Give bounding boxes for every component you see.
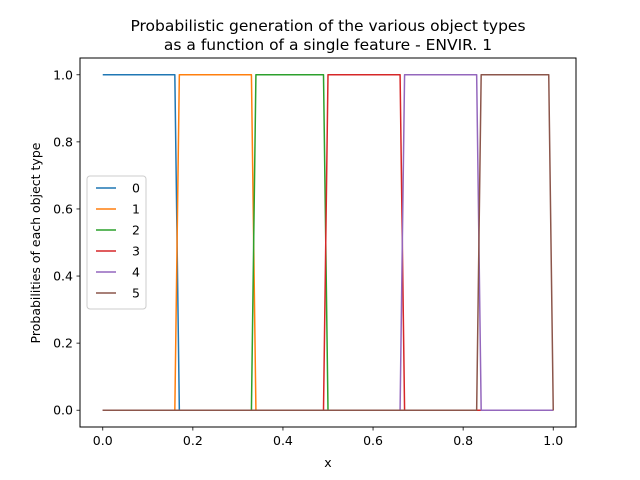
x-tick-label: 0.4 <box>273 433 293 448</box>
y-axis-label: Probabilities of each object type <box>28 142 43 343</box>
x-tick-label: 0.8 <box>453 433 473 448</box>
legend-label-2: 2 <box>132 223 140 238</box>
y-tick-label: 0.2 <box>53 336 73 351</box>
legend-label-0: 0 <box>132 181 140 196</box>
x-tick-label: 0.2 <box>183 433 203 448</box>
legend-label-5: 5 <box>132 286 140 301</box>
legend-label-1: 1 <box>132 202 140 217</box>
chart-title-line-1: Probabilistic generation of the various … <box>130 17 525 35</box>
plot-frame <box>79 57 577 428</box>
ticks-layer: 0.0 0.2 0.4 0.6 0.8 1.0 0.0 0.2 0.4 0.6 0.8 1.0 <box>53 67 563 448</box>
series-layer <box>102 74 554 411</box>
chart-title-line-2: as a function of a single feature - ENVI… <box>164 36 492 54</box>
legend: 0 1 2 3 4 5 <box>86 175 147 310</box>
y-tick-label: 1.0 <box>53 67 73 82</box>
y-tick-label: 0.4 <box>53 269 73 284</box>
x-tick-label: 1.0 <box>543 433 563 448</box>
y-tick-label: 0.6 <box>53 201 73 216</box>
x-tick-label: 0.6 <box>363 433 383 448</box>
legend-label-3: 3 <box>132 244 140 259</box>
x-tick-label: 0.0 <box>93 433 113 448</box>
y-tick-label: 0.8 <box>53 134 73 149</box>
series-line-5 <box>102 74 554 411</box>
x-axis-label: x <box>324 455 331 470</box>
y-tick-label: 0.0 <box>53 403 73 418</box>
legend-label-4: 4 <box>132 265 140 280</box>
